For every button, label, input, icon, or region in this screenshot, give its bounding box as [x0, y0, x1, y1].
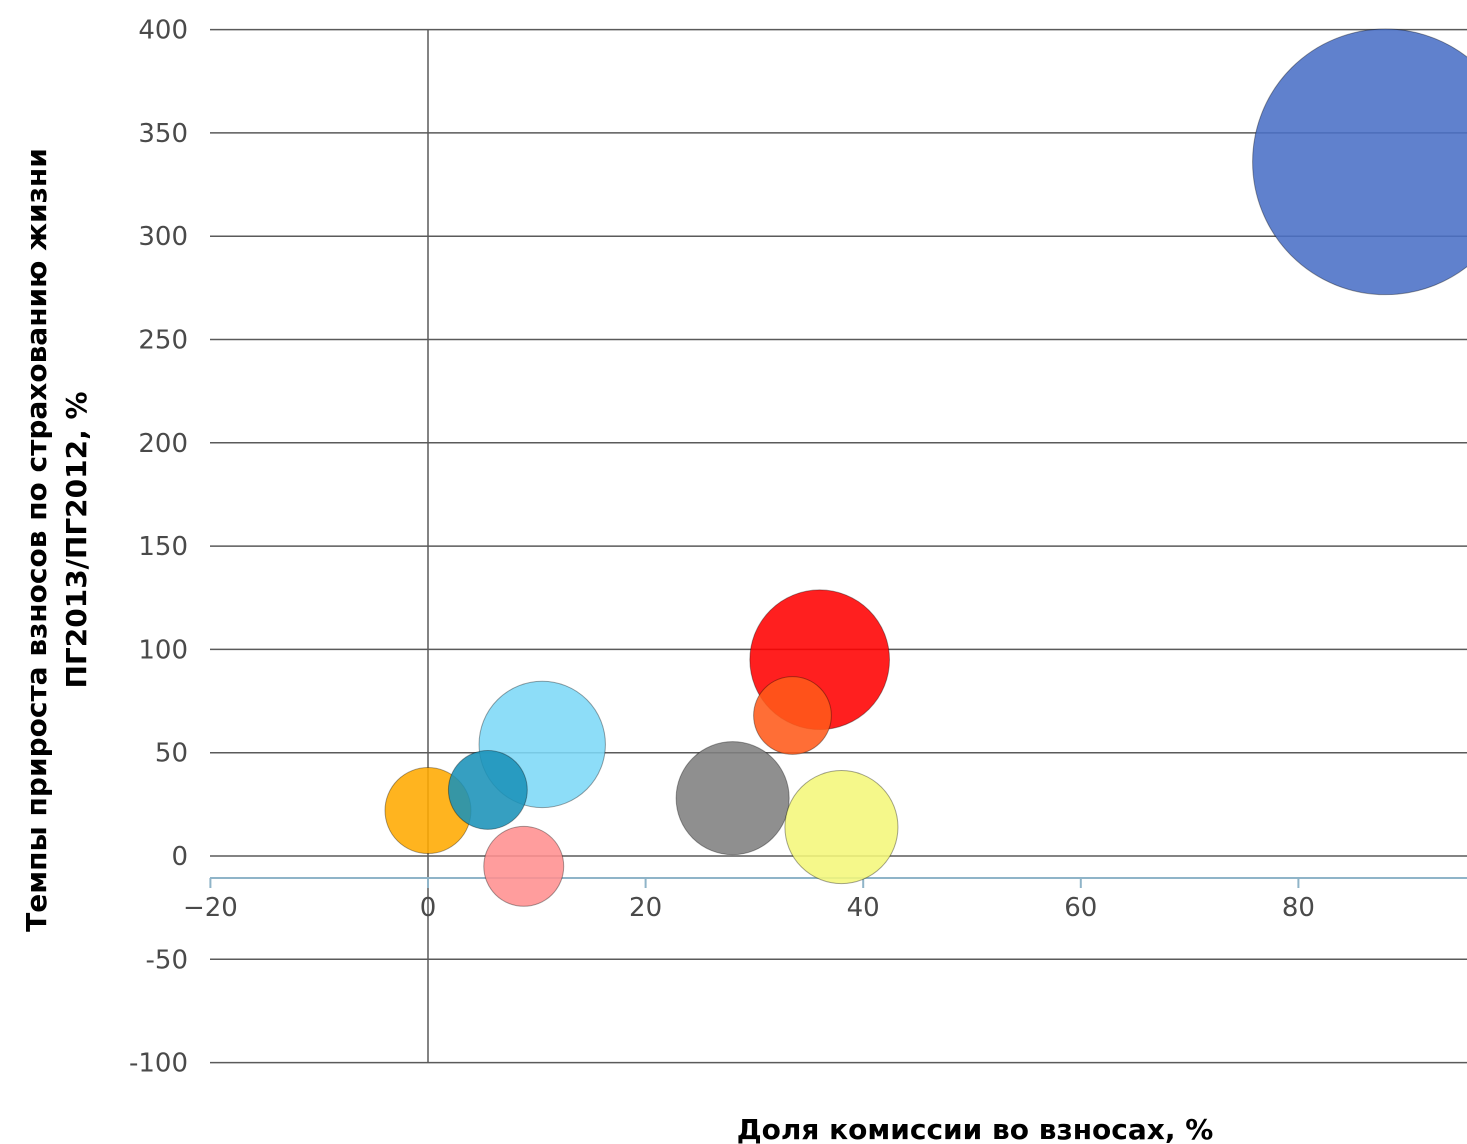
x-tick-labels: −20 0 20 40 60 80 — [183, 893, 1315, 923]
y-tick-label: 300 — [138, 222, 188, 252]
y-tick-label: 150 — [138, 532, 188, 562]
bubble-4 — [753, 676, 832, 755]
y-tick-label: 250 — [138, 326, 188, 356]
x-tick-label: 20 — [629, 893, 662, 923]
y-tick-labels: 400 350 300 250 200 150 100 50 0 -50 -100 — [129, 16, 188, 1079]
x-tick-label: −20 — [183, 893, 238, 923]
bubbles — [384, 28, 1467, 907]
y-tick-label: 0 — [171, 842, 188, 872]
y-tick-label: 200 — [138, 429, 188, 459]
bubble-6 — [784, 770, 899, 885]
y-tick-label: 400 — [138, 16, 188, 46]
bubble-1 — [1252, 28, 1467, 296]
y-tick-label: -100 — [129, 1049, 188, 1079]
y-axis-title-line-2: ПГ2013/ПГ2012, % — [60, 391, 93, 688]
x-tick-label: 40 — [847, 893, 880, 923]
y-tick-label: 100 — [138, 635, 188, 665]
y-tick-label: 350 — [138, 119, 188, 149]
y-tick-label: 50 — [155, 739, 188, 769]
x-tick-label: 60 — [1064, 893, 1097, 923]
bubble-8 — [447, 749, 528, 830]
bubble-5 — [675, 741, 790, 856]
x-tick-label: 80 — [1282, 893, 1315, 923]
y-tick-label: -50 — [146, 945, 188, 975]
x-axis-title: Доля комиссии во взносах, % — [737, 1113, 1214, 1144]
bubble-9 — [483, 825, 565, 907]
y-axis-title-line-1: Темпы прироста взносов по страхованию жи… — [20, 148, 53, 932]
x-tick-label: 0 — [420, 893, 437, 923]
y-axis-title: Темпы прироста взносов по страхованию жи… — [20, 148, 93, 932]
